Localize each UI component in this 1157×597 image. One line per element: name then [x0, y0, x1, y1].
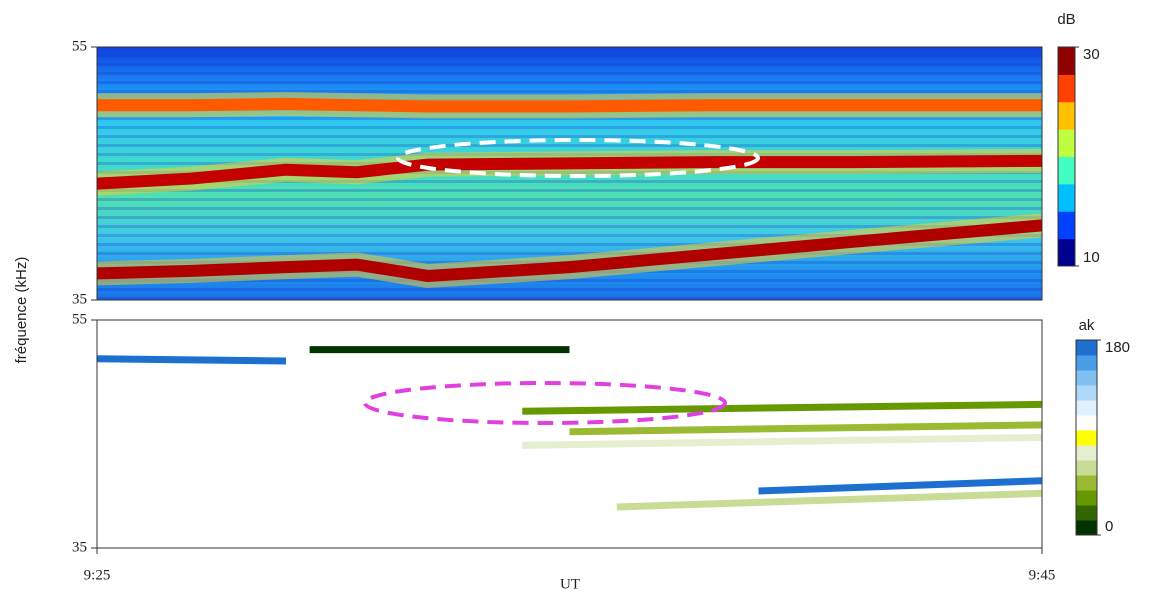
colorbar-cell: [1076, 505, 1097, 521]
x-axis-label: UT: [560, 576, 580, 592]
colorbar-cell: [1076, 475, 1097, 491]
band: [616, 489, 1043, 511]
colorbar-cell: [1076, 430, 1097, 446]
colorbar-cell: [1076, 520, 1097, 536]
colorbar-cell: [1058, 156, 1075, 185]
band: [96, 154, 1043, 190]
colorbar-cell: [1076, 340, 1097, 356]
colorbar-cell: [1058, 238, 1075, 267]
annotation-ellipse: [363, 381, 727, 425]
colorbar-cell: [1058, 211, 1075, 240]
y-tick-label: 55: [72, 311, 87, 327]
y-tick-label: 35: [72, 539, 87, 555]
band: [97, 97, 1042, 113]
x-tick-label: 9:25: [84, 567, 111, 583]
band: [96, 219, 1043, 282]
colorbar-cell: [1058, 101, 1075, 130]
colorbar-cell: [1058, 47, 1075, 75]
colorbar-frame: [1075, 339, 1098, 536]
band: [758, 477, 1043, 495]
colorbar-cell: [1076, 415, 1097, 431]
y-axis-label: fréquence (kHz): [13, 257, 30, 364]
panel-background: [97, 320, 1042, 548]
colorbar-tick-label: 10: [1083, 249, 1100, 266]
y-tick-label: 35: [72, 291, 87, 307]
colorbar-label: dB: [1057, 11, 1075, 28]
colorbar-cell: [1076, 490, 1097, 506]
colorbar-cell: [1076, 355, 1097, 371]
colorbar-cell: [1076, 385, 1097, 401]
colorbar-cell: [1076, 370, 1097, 386]
y-tick-label: 55: [72, 38, 87, 54]
colorbar-tick-label: 30: [1083, 46, 1100, 63]
panel-frame: [96, 319, 1043, 549]
band: [522, 433, 1043, 449]
annotation-ellipse: [396, 138, 760, 178]
colorbar-frame: [1057, 46, 1076, 267]
colorbar-tick-label: 180: [1105, 339, 1130, 356]
colorbar-tick-label: 0: [1105, 518, 1113, 535]
colorbar-cell: [1058, 183, 1075, 212]
band: [522, 400, 1043, 415]
panel-frame: [96, 46, 1043, 301]
x-tick-label: 9:45: [1029, 567, 1056, 583]
band: [96, 355, 287, 365]
colorbar-label: ak: [1079, 317, 1095, 334]
band: [569, 421, 1043, 436]
colorbar-cell: [1058, 74, 1075, 103]
colorbar-cell: [1076, 400, 1097, 416]
colorbar-cell: [1058, 129, 1075, 157]
colorbar-cell: [1076, 445, 1097, 461]
colorbar-cell: [1076, 460, 1097, 476]
